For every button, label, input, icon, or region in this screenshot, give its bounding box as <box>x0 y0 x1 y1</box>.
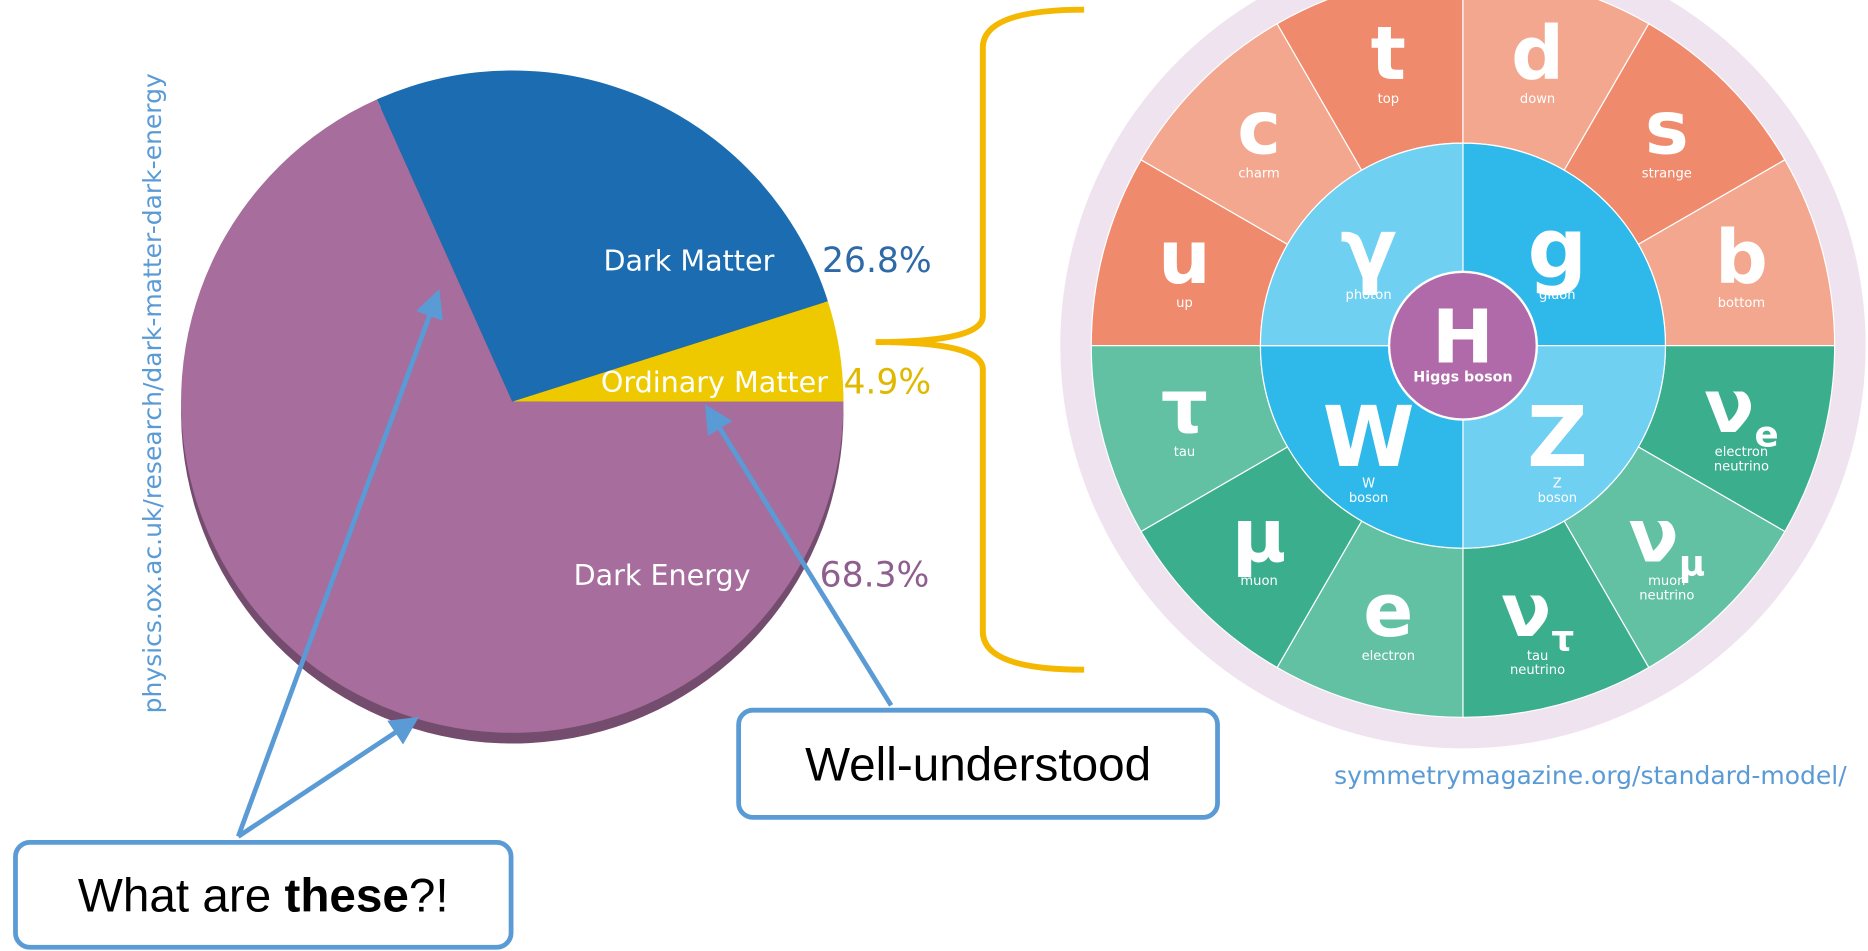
value-label: 68.3% <box>820 555 930 595</box>
particle-symbol: s <box>1645 86 1689 172</box>
boson-symbol: g <box>1527 201 1587 298</box>
slice <box>376 70 828 402</box>
particle-symbol: νe <box>1704 364 1779 455</box>
particle-symbol: τ <box>1161 364 1208 450</box>
particle-symbol: e <box>1363 568 1413 654</box>
value-label: 26.8% <box>822 241 932 281</box>
particle-name: tau <box>1527 649 1548 664</box>
higgs-symbol: H <box>1432 294 1494 380</box>
particle-symbol: νμ <box>1629 493 1706 584</box>
pie-chart: Dark Matter 26.8% Ordinary Matter 4.9% Dark … <box>181 70 932 744</box>
particle-name: muon <box>1240 574 1277 589</box>
symbol: μ <box>1232 493 1286 579</box>
particle-name: muon <box>1648 574 1685 589</box>
symbol: ν <box>1629 493 1679 579</box>
brace <box>875 6 1085 673</box>
higgs-name: Higgs boson <box>1413 369 1512 385</box>
particle-symbol: μ <box>1232 493 1286 579</box>
slice-label: Dark Matter <box>604 244 775 278</box>
symbol: ν <box>1501 568 1551 654</box>
symbol-sub: e <box>1754 414 1778 455</box>
symbol-sub: τ <box>1551 618 1574 659</box>
particle-symbol: b <box>1715 215 1768 301</box>
callout-known: Well-understood <box>805 738 1151 791</box>
particle-name: tau <box>1174 445 1195 460</box>
arrow <box>236 289 443 838</box>
symbol-sub: μ <box>1679 544 1705 585</box>
callout-box <box>736 707 1220 820</box>
particle-name: neutrino <box>1510 663 1565 678</box>
slice <box>512 301 844 402</box>
symbol: e <box>1363 568 1413 654</box>
callout-box <box>13 840 514 950</box>
boson-symbol: Z <box>1527 389 1587 486</box>
particle-name: charm <box>1238 167 1279 182</box>
higgs-cell <box>1387 270 1539 421</box>
boson-name: W <box>1362 477 1375 492</box>
boson-name: boson <box>1538 491 1577 506</box>
callout-text: ?! <box>409 870 449 923</box>
symbol: ν <box>1704 364 1754 450</box>
symbol: d <box>1511 11 1564 97</box>
symbol: τ <box>1161 364 1208 450</box>
slice <box>181 99 844 733</box>
slice-label: Ordinary Matter <box>601 365 828 399</box>
particle-name: neutrino <box>1714 459 1769 474</box>
particle-name: up <box>1176 296 1193 311</box>
symbol: t <box>1371 11 1406 97</box>
boson-name: boson <box>1349 491 1388 506</box>
callout-emphasis: these <box>284 870 408 923</box>
symbol: c <box>1237 86 1281 172</box>
boson-name: Z <box>1553 477 1562 492</box>
arrow <box>236 716 419 839</box>
particle-name: down <box>1520 92 1555 107</box>
symbol: u <box>1158 215 1211 301</box>
callout-unknown: What are these?! <box>78 870 449 923</box>
slice-label: Dark Energy <box>574 558 751 592</box>
source-right: symmetrymagazine.org/standard-model/ <box>1334 761 1847 790</box>
symbol: b <box>1715 215 1768 301</box>
particle-symbol: ντ <box>1501 568 1574 659</box>
boson-symbol: W <box>1323 389 1415 486</box>
arrows <box>236 289 894 839</box>
particle-symbol: t <box>1371 11 1406 97</box>
boson-name: photon <box>1346 288 1392 303</box>
callout-text: What are <box>78 870 285 923</box>
boson-name: gluon <box>1539 288 1576 303</box>
boson-symbol: γ <box>1340 201 1397 298</box>
particle-symbol: u <box>1158 215 1211 301</box>
particle-symbol: c <box>1237 86 1281 172</box>
particle-name: electron <box>1362 649 1416 664</box>
particle-name: strange <box>1642 167 1692 182</box>
source-left: physics.ox.ac.uk/research/dark-matter-da… <box>138 73 167 713</box>
value-label: 4.9% <box>843 362 931 402</box>
arrow <box>705 404 894 707</box>
particle-name: top <box>1378 92 1399 107</box>
particle-name: electron <box>1715 445 1769 460</box>
particle-name: neutrino <box>1639 589 1694 604</box>
particle-name: bottom <box>1718 296 1765 311</box>
particle-symbol: d <box>1511 11 1564 97</box>
symbol: s <box>1645 86 1689 172</box>
